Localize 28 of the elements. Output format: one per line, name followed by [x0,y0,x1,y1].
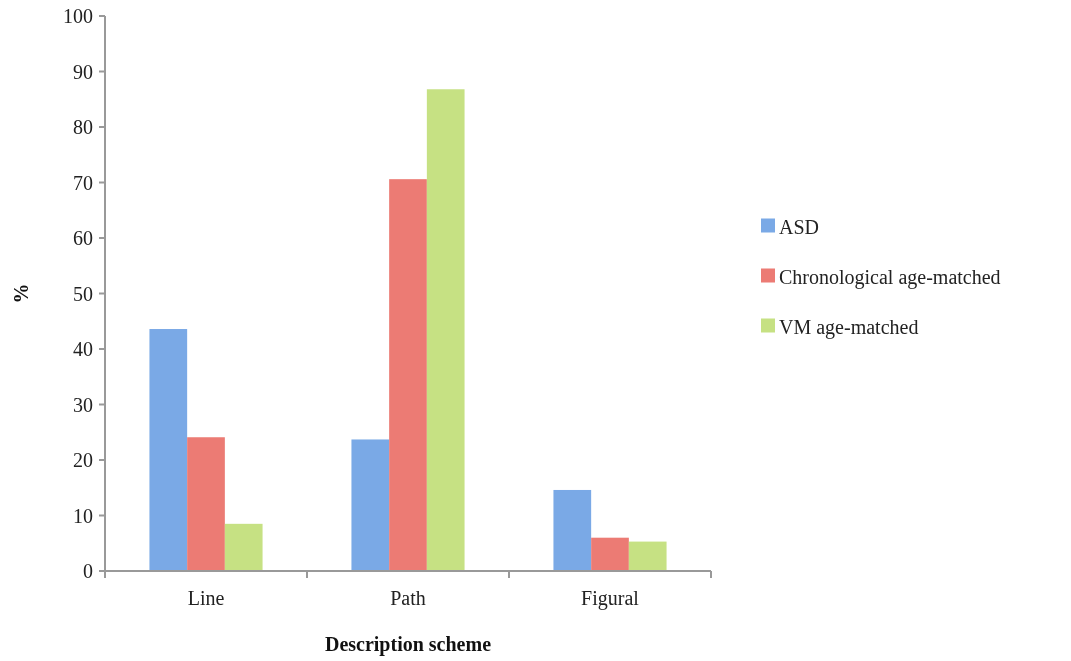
y-tick-label: 0 [83,560,93,582]
y-tick-label: 90 [73,60,93,83]
legend-label: VM age-matched [779,315,919,339]
bar [591,537,629,571]
x-tick-label: Path [390,587,426,609]
bar [149,329,188,571]
y-tick-label: 50 [73,282,93,305]
y-tick-label: 80 [73,116,93,138]
bar [224,523,263,571]
y-tick-label: 70 [73,171,93,194]
y-tick-label: 30 [73,393,93,416]
bar [553,489,592,571]
x-tick-label: Figural [581,587,640,610]
bar [389,179,427,571]
bar [628,541,667,571]
legend-label: Chronological age-matched [779,265,1001,289]
y-tick-label: 20 [73,449,93,471]
y-tick-label: 10 [73,504,93,527]
y-tick-label: 40 [73,338,93,360]
bar [426,89,465,571]
x-tick-label: Line [187,587,225,609]
y-tick-label: 100 [63,5,93,27]
y-tick-label: 60 [73,227,93,249]
y-axis-title: % [10,283,32,304]
bar [351,439,390,571]
x-axis-title: Description scheme [324,633,492,656]
legend-label: ASD [779,215,820,238]
bar [187,437,225,571]
